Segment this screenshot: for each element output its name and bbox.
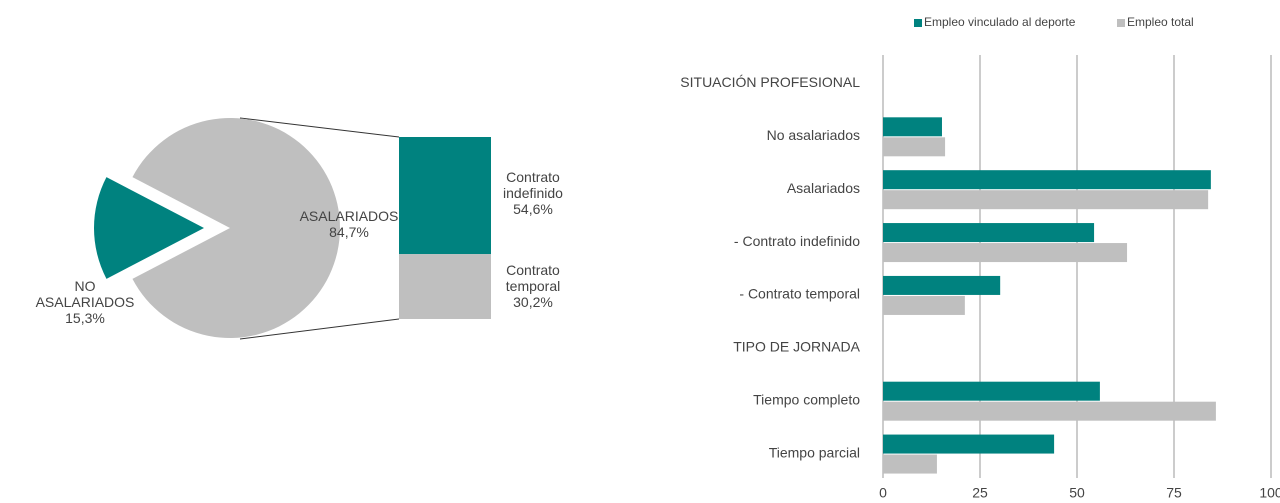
bar xyxy=(883,243,1128,263)
bar xyxy=(883,137,946,157)
y-tick-label: No asalariados xyxy=(767,127,860,143)
label-text: Contrato indefinido xyxy=(503,169,563,201)
label-text: 15,3% xyxy=(65,310,105,326)
data-label: Contrato temporal 30,2% xyxy=(493,262,573,310)
y-tick-label: Tiempo parcial xyxy=(769,444,860,460)
legend-label: Empleo total xyxy=(1127,15,1194,29)
x-tick-label: 0 xyxy=(879,485,887,501)
stack-segment xyxy=(399,137,491,255)
label-text: NO ASALARIADOS xyxy=(35,278,135,310)
legend-swatch xyxy=(914,19,922,27)
bar xyxy=(883,223,1095,243)
connector-line xyxy=(239,318,400,340)
bar xyxy=(883,381,1100,401)
y-tick-label: - Contrato indefinido xyxy=(734,233,860,249)
bar xyxy=(883,401,1216,421)
x-tick-label: 25 xyxy=(972,485,988,501)
label-text: 84,7% xyxy=(329,224,369,240)
pie-slice xyxy=(94,177,204,279)
bar xyxy=(883,275,1001,295)
bar xyxy=(883,117,942,137)
label-text: ASALARIADOS xyxy=(299,208,399,224)
bar xyxy=(883,434,1055,454)
bar xyxy=(883,295,965,315)
legend-swatch xyxy=(1117,19,1125,27)
stack-segment xyxy=(399,254,491,319)
legend-label: Empleo vinculado al deporte xyxy=(924,15,1076,29)
x-tick-label: 75 xyxy=(1166,485,1182,501)
y-tick-label: SITUACIÓN PROFESIONAL xyxy=(680,74,860,90)
y-tick-label: Asalariados xyxy=(787,180,860,196)
label-text: 30,2% xyxy=(513,294,553,311)
label-text: Contrato temporal xyxy=(505,262,561,295)
pie-slice xyxy=(132,117,340,339)
bar xyxy=(883,454,937,474)
data-label: NO ASALARIADOS 15,3% xyxy=(35,278,135,326)
y-tick-label: TIPO DE JORNADA xyxy=(733,339,860,355)
bar xyxy=(883,170,1211,190)
y-tick-label: - Contrato temporal xyxy=(739,286,860,302)
connector-line xyxy=(239,117,400,138)
x-tick-label: 100 xyxy=(1259,485,1280,501)
x-tick-label: 50 xyxy=(1069,485,1085,501)
data-label: Contrato indefinido 54,6% xyxy=(493,169,573,217)
y-tick-label: Tiempo completo xyxy=(753,391,860,407)
data-label: ASALARIADOS 84,7% xyxy=(289,208,409,240)
bar xyxy=(883,190,1209,210)
label-text: 54,6% xyxy=(513,201,553,217)
